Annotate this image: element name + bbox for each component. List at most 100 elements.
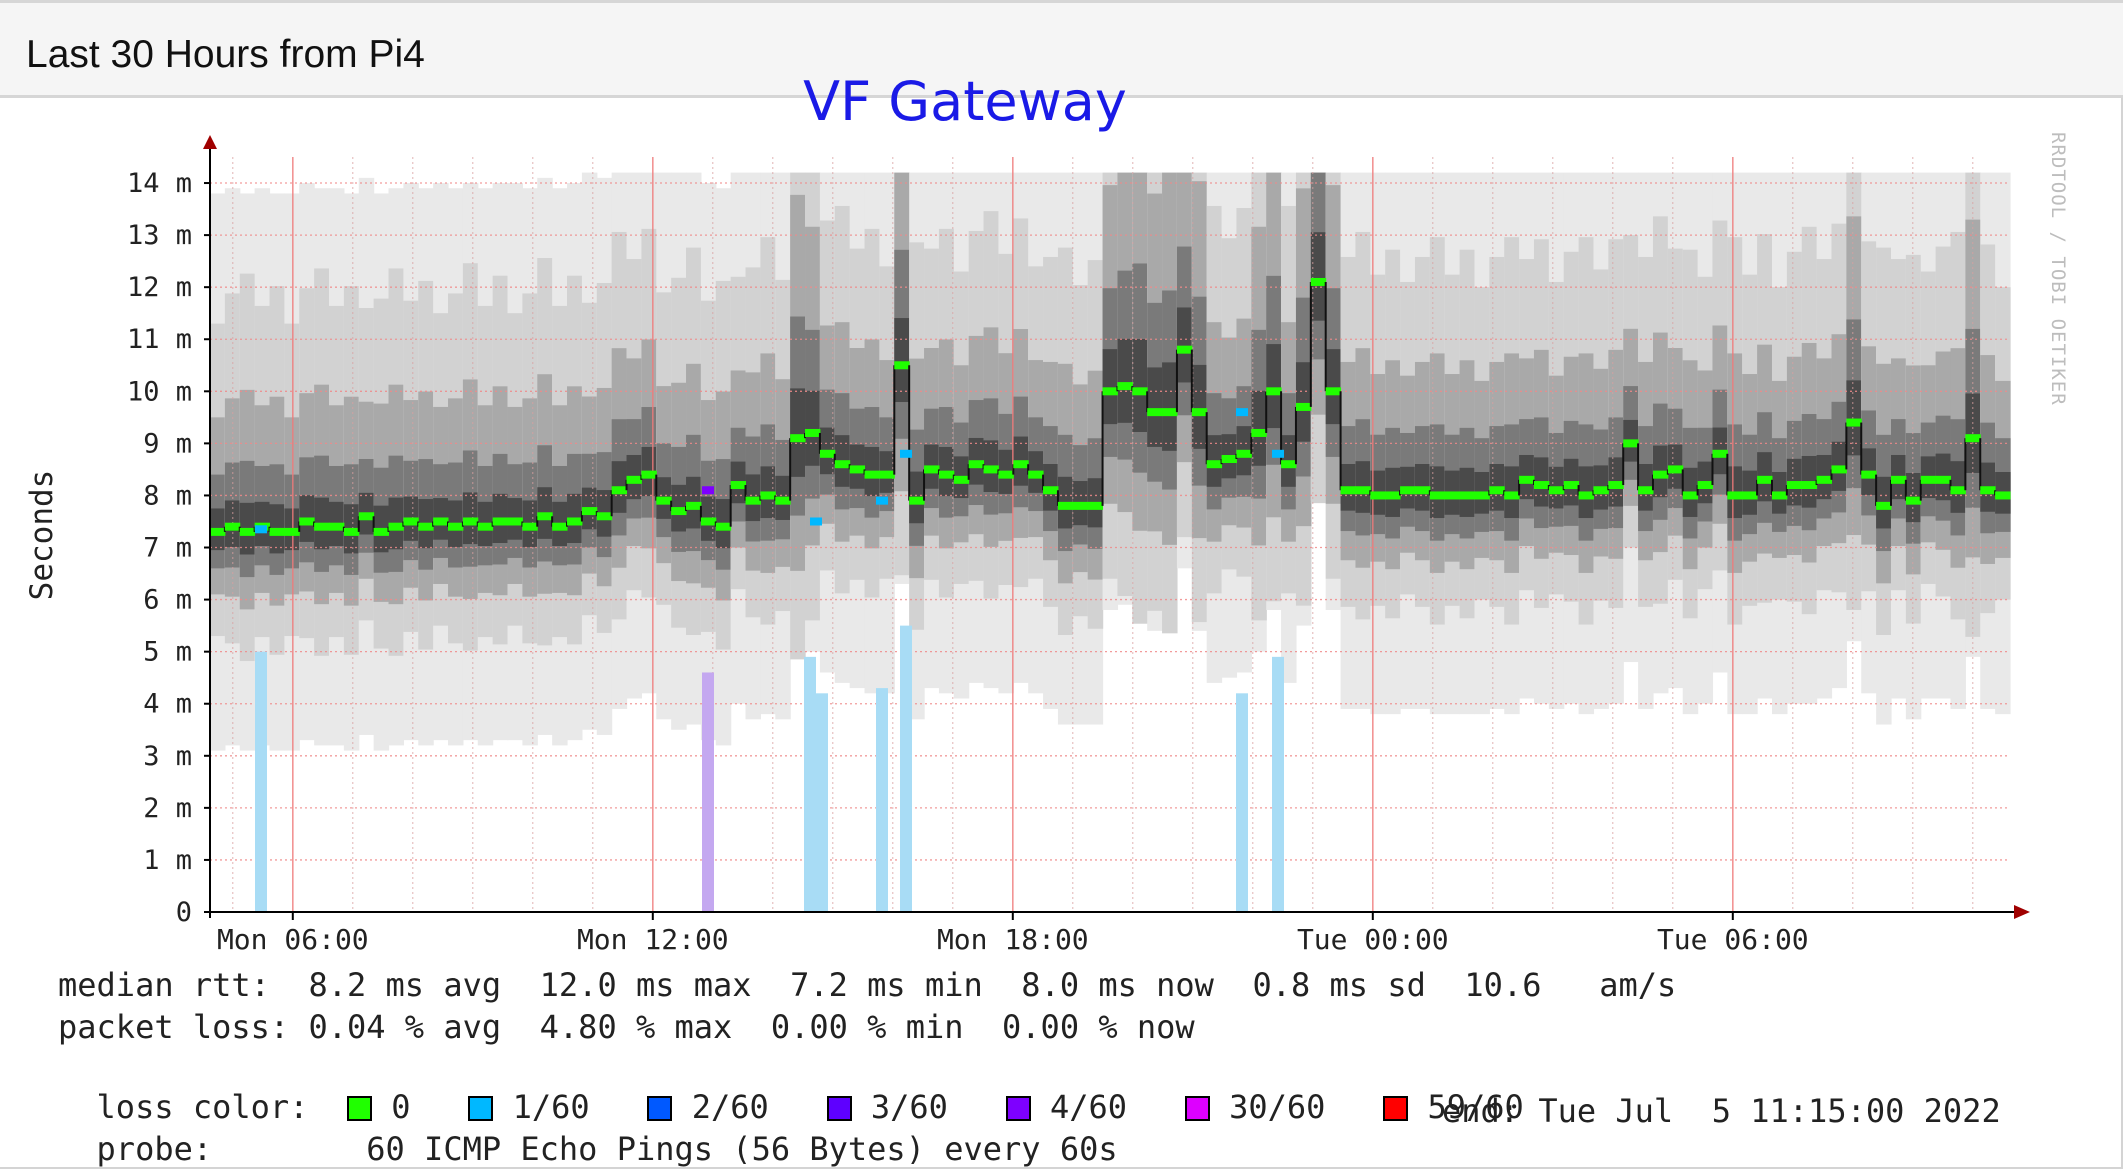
y-axis-arrow (203, 135, 217, 149)
median-segment (477, 522, 494, 531)
y-tick-label: 2 m (143, 793, 192, 824)
y-tick-label: 0 (176, 897, 192, 928)
median-segment (611, 486, 628, 495)
median-segment (1310, 277, 1327, 286)
loss-color-item: 4/60 (967, 1088, 1146, 1126)
probe-label: probe: (96, 1130, 213, 1168)
y-tick-label: 1 m (143, 845, 192, 876)
median-segment (1608, 481, 1624, 490)
median-segment (492, 517, 509, 526)
x-tick-label: Tue 06:00 (1657, 923, 1809, 956)
median-segment (1221, 455, 1237, 463)
median-segment (418, 522, 434, 531)
smoke-band (1191, 364, 1208, 449)
median-segment (819, 449, 836, 458)
loss-color-swatch (826, 1096, 852, 1121)
loss-color-item: 30/60 (1146, 1088, 1344, 1126)
median-segment (1206, 460, 1223, 469)
loss-color-label: 30/60 (1209, 1088, 1345, 1126)
median-segment (1519, 475, 1535, 484)
loss-bar (1272, 656, 1284, 912)
median-segment (1414, 486, 1431, 495)
median-segment (343, 527, 360, 536)
probe-info: probe: 60 ICMP Echo Pings (56 Bytes) eve… (58, 1092, 1118, 1168)
median-segment (1489, 486, 1505, 495)
median-segment (1623, 439, 1639, 448)
median-segment (1786, 481, 1803, 490)
median-segment (938, 470, 955, 479)
smoke-band (1295, 362, 1312, 442)
median-segment (1965, 434, 1981, 443)
loss-color-label: 0 (371, 1088, 430, 1126)
median-segment (314, 522, 330, 531)
median-segment (909, 496, 925, 505)
median-segment (284, 527, 300, 536)
median-segment (1861, 470, 1877, 479)
median-segment (269, 527, 285, 536)
median-segment (1697, 481, 1713, 490)
loss-color-swatch (1184, 1096, 1210, 1121)
median-segment (790, 434, 806, 443)
smoke-band (1162, 362, 1178, 451)
loss-color-swatch (647, 1096, 673, 1121)
loss-color-swatch (1005, 1096, 1031, 1121)
median-segment (299, 517, 315, 526)
x-tick-label: Mon 18:00 (937, 923, 1089, 956)
median-segment (358, 512, 375, 521)
y-tick-label: 3 m (143, 741, 192, 772)
loss-color-label: loss color: (96, 1088, 309, 1126)
median-segment (1712, 449, 1728, 458)
median-segment (894, 361, 910, 370)
median-segment (1385, 491, 1401, 500)
median-segment (849, 465, 866, 474)
median-segment (1935, 475, 1951, 484)
loss-color-item: 59/60 (1345, 1088, 1543, 1126)
y-tick-label: 9 m (143, 428, 192, 459)
median-segment (239, 527, 256, 536)
y-tick-label: 7 m (143, 533, 192, 564)
median-segment (1905, 496, 1922, 505)
median-segment (1370, 491, 1386, 500)
median-segment (1236, 449, 1252, 458)
median-segment (1117, 382, 1133, 391)
loss-color-swatch (468, 1096, 494, 1121)
median-segment (1771, 491, 1788, 500)
loss-marker (900, 449, 912, 458)
loss-color-item: 0 (308, 1088, 429, 1126)
median-segment (537, 512, 553, 521)
median-segment (1191, 408, 1208, 417)
median-segment (522, 522, 538, 531)
median-segment (1920, 475, 1937, 484)
median-segment (745, 496, 761, 505)
median-segment (626, 475, 642, 484)
loss-color-item: 1/60 (430, 1088, 609, 1126)
median-segment (700, 517, 717, 526)
median-segment (1995, 491, 2011, 500)
median-segment (1890, 475, 1907, 484)
loss-color-item: 2/60 (609, 1088, 788, 1126)
y-axis-label: Seconds (24, 470, 60, 601)
median-segment (462, 517, 479, 526)
median-segment (730, 481, 747, 490)
median-segment (1251, 428, 1267, 437)
y-tick-label: 14 m (127, 168, 192, 199)
x-tick-label: Mon 06:00 (217, 923, 369, 956)
median-segment (1400, 486, 1416, 495)
smoke-band (1846, 380, 1862, 456)
smoke-band (790, 388, 806, 477)
median-segment (1013, 460, 1029, 469)
median-segment (641, 470, 657, 479)
loss-marker (876, 496, 888, 505)
loss-color-swatch (1383, 1096, 1409, 1121)
median-segment (567, 517, 583, 526)
loss-color-swatch (346, 1096, 372, 1121)
loss-marker (1236, 408, 1248, 417)
probe-text: 60 ICMP Echo Pings (56 Bytes) every 60s (366, 1130, 1118, 1168)
y-tick-label: 11 m (127, 324, 192, 355)
median-segment (1444, 491, 1461, 500)
chart-title: VF Gateway (803, 70, 1127, 133)
smoke-band (1132, 339, 1148, 432)
median-segment (953, 475, 970, 484)
median-segment (1533, 481, 1550, 490)
median-segment (1043, 486, 1059, 495)
